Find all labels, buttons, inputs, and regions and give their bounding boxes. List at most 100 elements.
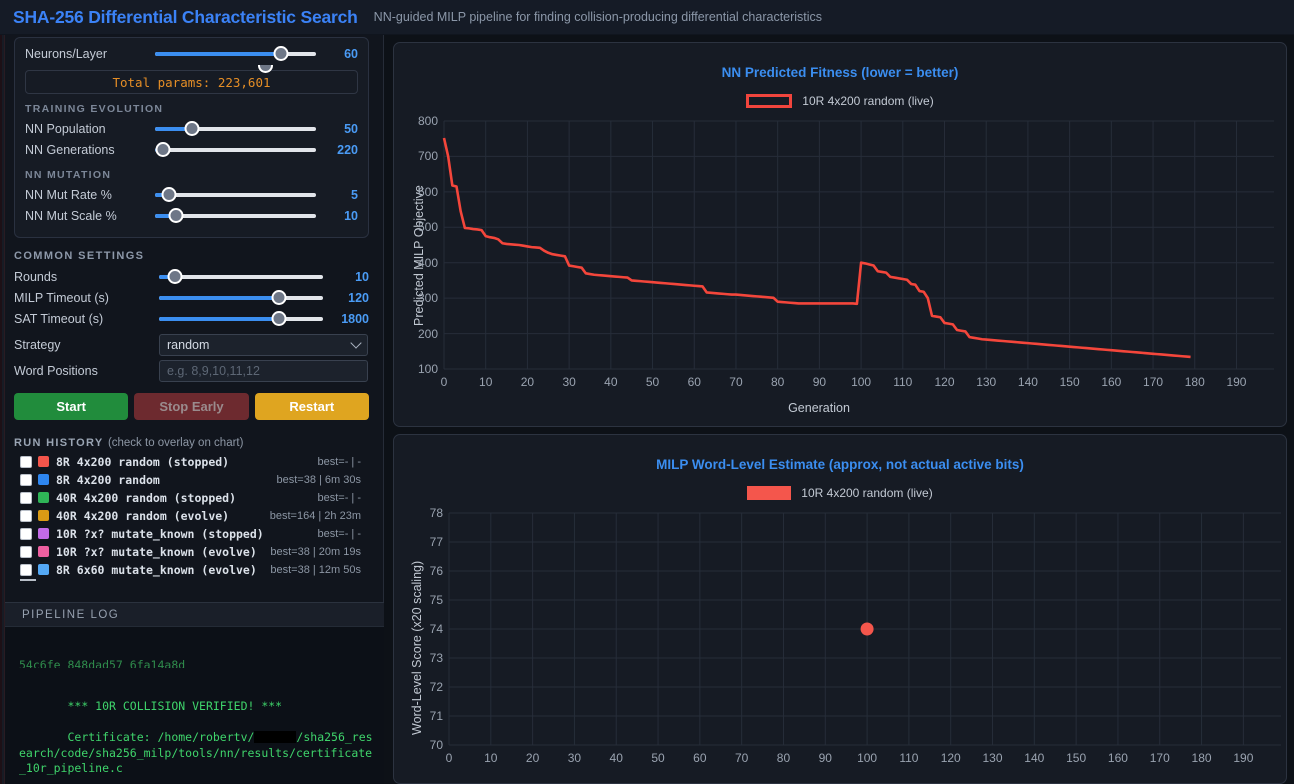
slider-fill [155,193,167,197]
legend-swatch-icon [747,486,792,500]
nn-population-slider[interactable] [155,119,316,139]
nn-mut-rate-value: 5 [351,188,358,202]
slider-thumb[interactable] [168,208,184,223]
strategy-select[interactable]: random [159,334,368,356]
y-axis-tick-label: 700 [417,149,438,164]
chart1-legend[interactable]: 10R 4x200 random (live) [394,94,1286,108]
run-overlay-checkbox[interactable] [20,455,32,468]
x-axis-tick-label: 120 [934,375,955,389]
run-meta: best=- | - [317,491,361,504]
run-history-row[interactable]: 10R ?x? mutate_known (stopped) best=- | - [20,525,369,542]
run-color-swatch [38,546,49,557]
run-overlay-checkbox[interactable] [20,491,32,504]
x-axis-tick-label: 0 [445,751,453,765]
run-history-row[interactable]: 8R 4x200 random (stopped) best=- | - [20,453,369,470]
run-history-row[interactable]: 8R 4x200 random best=38 | 6m 30s [20,471,369,488]
word-positions-input[interactable]: e.g. 8,9,10,11,12 [159,360,368,382]
x-axis-tick-label: 160 [1101,375,1122,389]
rounds-row: Rounds 10 [14,267,369,287]
slider-thumb[interactable] [167,269,183,284]
x-axis-tick-label: 190 [1233,751,1254,765]
chart1-legend-label: 10R 4x200 random (live) [802,94,934,108]
x-axis-tick-label: 60 [687,375,701,389]
run-history-row[interactable]: 10R ?x? mutate_known (evolve) best=38 | 2… [20,543,369,560]
page-subtitle: NN-guided MILP pipeline for finding coll… [373,10,823,24]
x-axis-tick-label: 80 [776,751,791,765]
common-settings-label: COMMON SETTINGS [14,250,145,262]
nn-mut-rate-slider[interactable] [155,185,316,205]
x-axis-tick-label: 40 [609,751,623,765]
slider-thumb[interactable] [271,311,287,326]
run-color-swatch [38,528,49,539]
nn-generations-slider[interactable] [155,140,316,160]
run-overlay-checkbox[interactable] [20,473,32,486]
slider-thumb[interactable] [161,187,177,202]
slider-thumb[interactable] [271,290,287,305]
x-axis-tick-label: 150 [1066,751,1087,765]
stop-early-button[interactable]: Stop Early [134,393,249,420]
x-axis-tick-label: 0 [440,375,448,389]
x-axis-tick-label: 30 [562,375,576,389]
run-color-swatch [38,456,49,467]
rounds-slider[interactable] [159,267,323,287]
run-meta: best=- | - [317,527,361,540]
slider-track [155,193,316,197]
slider-thumb[interactable] [155,142,171,157]
strategy-row: Strategy random [14,334,369,356]
pipeline-log-panel[interactable]: PIPELINE LOG 54c6fe 848dad57 6fa14a8d **… [5,602,384,784]
nn-mut-scale-value: 10 [344,209,358,223]
run-overlay-checkbox[interactable] [20,527,32,540]
log-line-clipped: 54c6fe 848dad57 6fa14a8d [19,658,186,668]
run-history-row[interactable]: 40R 4x200 random (evolve) best=164 | 2h 2… [20,507,369,524]
run-meta: best=38 | 12m 50s [270,563,361,576]
neurons-per-layer-label: Neurons/Layer [25,47,107,61]
start-button[interactable]: Start [14,393,129,420]
slider-thumb[interactable] [184,121,200,136]
x-axis-tick-label: 130 [982,751,1003,765]
nn-population-value: 50 [344,122,358,136]
x-axis-tick-label: 90 [812,375,827,389]
slider-fill [159,317,279,321]
run-overlay-checkbox[interactable] [20,563,32,576]
neurons-per-layer-slider[interactable] [155,44,316,64]
slider-thumb[interactable] [273,46,289,61]
nn-mut-scale-row: NN Mut Scale % 10 [25,206,358,226]
nn-generations-value: 220 [337,143,358,157]
milp-timeout-slider[interactable] [159,288,323,308]
chevron-down-icon [350,337,362,349]
run-label: 10R ?x? mutate_known (stopped) [56,526,264,541]
milp-timeout-row: MILP Timeout (s) 120 [14,288,369,308]
sat-timeout-slider[interactable] [159,309,323,329]
chart1-xlabel: Generation [788,401,850,415]
run-color-swatch [38,510,49,521]
run-overlay-checkbox[interactable] [20,509,32,522]
chart2-legend[interactable]: 10R 4x200 random (live) [394,486,1286,500]
slider-track [159,275,323,279]
x-axis-tick-label: 20 [520,375,535,389]
run-color-swatch [38,564,49,575]
y-axis-tick-label: 71 [429,709,443,723]
strategy-label: Strategy [14,338,61,352]
run-overlay-checkbox[interactable] [20,545,32,558]
y-axis-tick-label: 77 [429,535,443,549]
run-history-row[interactable]: 8R 6x60 mutate_known (evolve) best=38 | 1… [20,561,369,578]
nn-mut-scale-slider[interactable] [155,206,316,226]
x-axis-tick-label: 10 [479,375,493,389]
log-line: /sha256_research/code/sha256_milp/tools/… [19,730,373,775]
network-panel: Neurons/Layer 60 Total params: 223,601 T… [14,37,369,238]
neurons-per-layer-row: Neurons/Layer 60 [25,44,358,64]
chart2-title: MILP Word-Level Estimate (approx, not ac… [656,457,1024,472]
restart-button[interactable]: Restart [254,393,369,420]
run-history-row[interactable]: 40R 4x200 random (stopped) best=- | - [20,489,369,506]
nn-mut-scale-label: NN Mut Scale % [25,209,117,223]
run-meta: best=164 | 2h 23m [269,509,361,522]
sidebar: Neurons/Layer 60 Total params: 223,601 T… [0,35,384,784]
total-params-text: Total params: 223,601 [112,74,271,90]
cutoff-slider-thumb[interactable] [258,65,273,73]
chart-data-point[interactable] [860,622,874,636]
slider-track [155,148,316,152]
x-axis-tick-label: 70 [729,375,743,389]
x-axis-tick-label: 140 [1017,375,1038,389]
run-label: 8R 6x60 mutate_known (evolve) [56,562,257,577]
y-axis-tick-label: 78 [429,506,443,520]
